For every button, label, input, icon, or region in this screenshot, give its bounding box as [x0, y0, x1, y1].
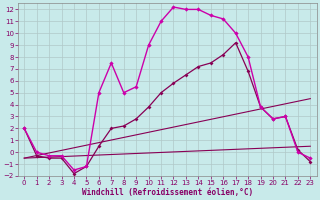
X-axis label: Windchill (Refroidissement éolien,°C): Windchill (Refroidissement éolien,°C) — [82, 188, 253, 197]
